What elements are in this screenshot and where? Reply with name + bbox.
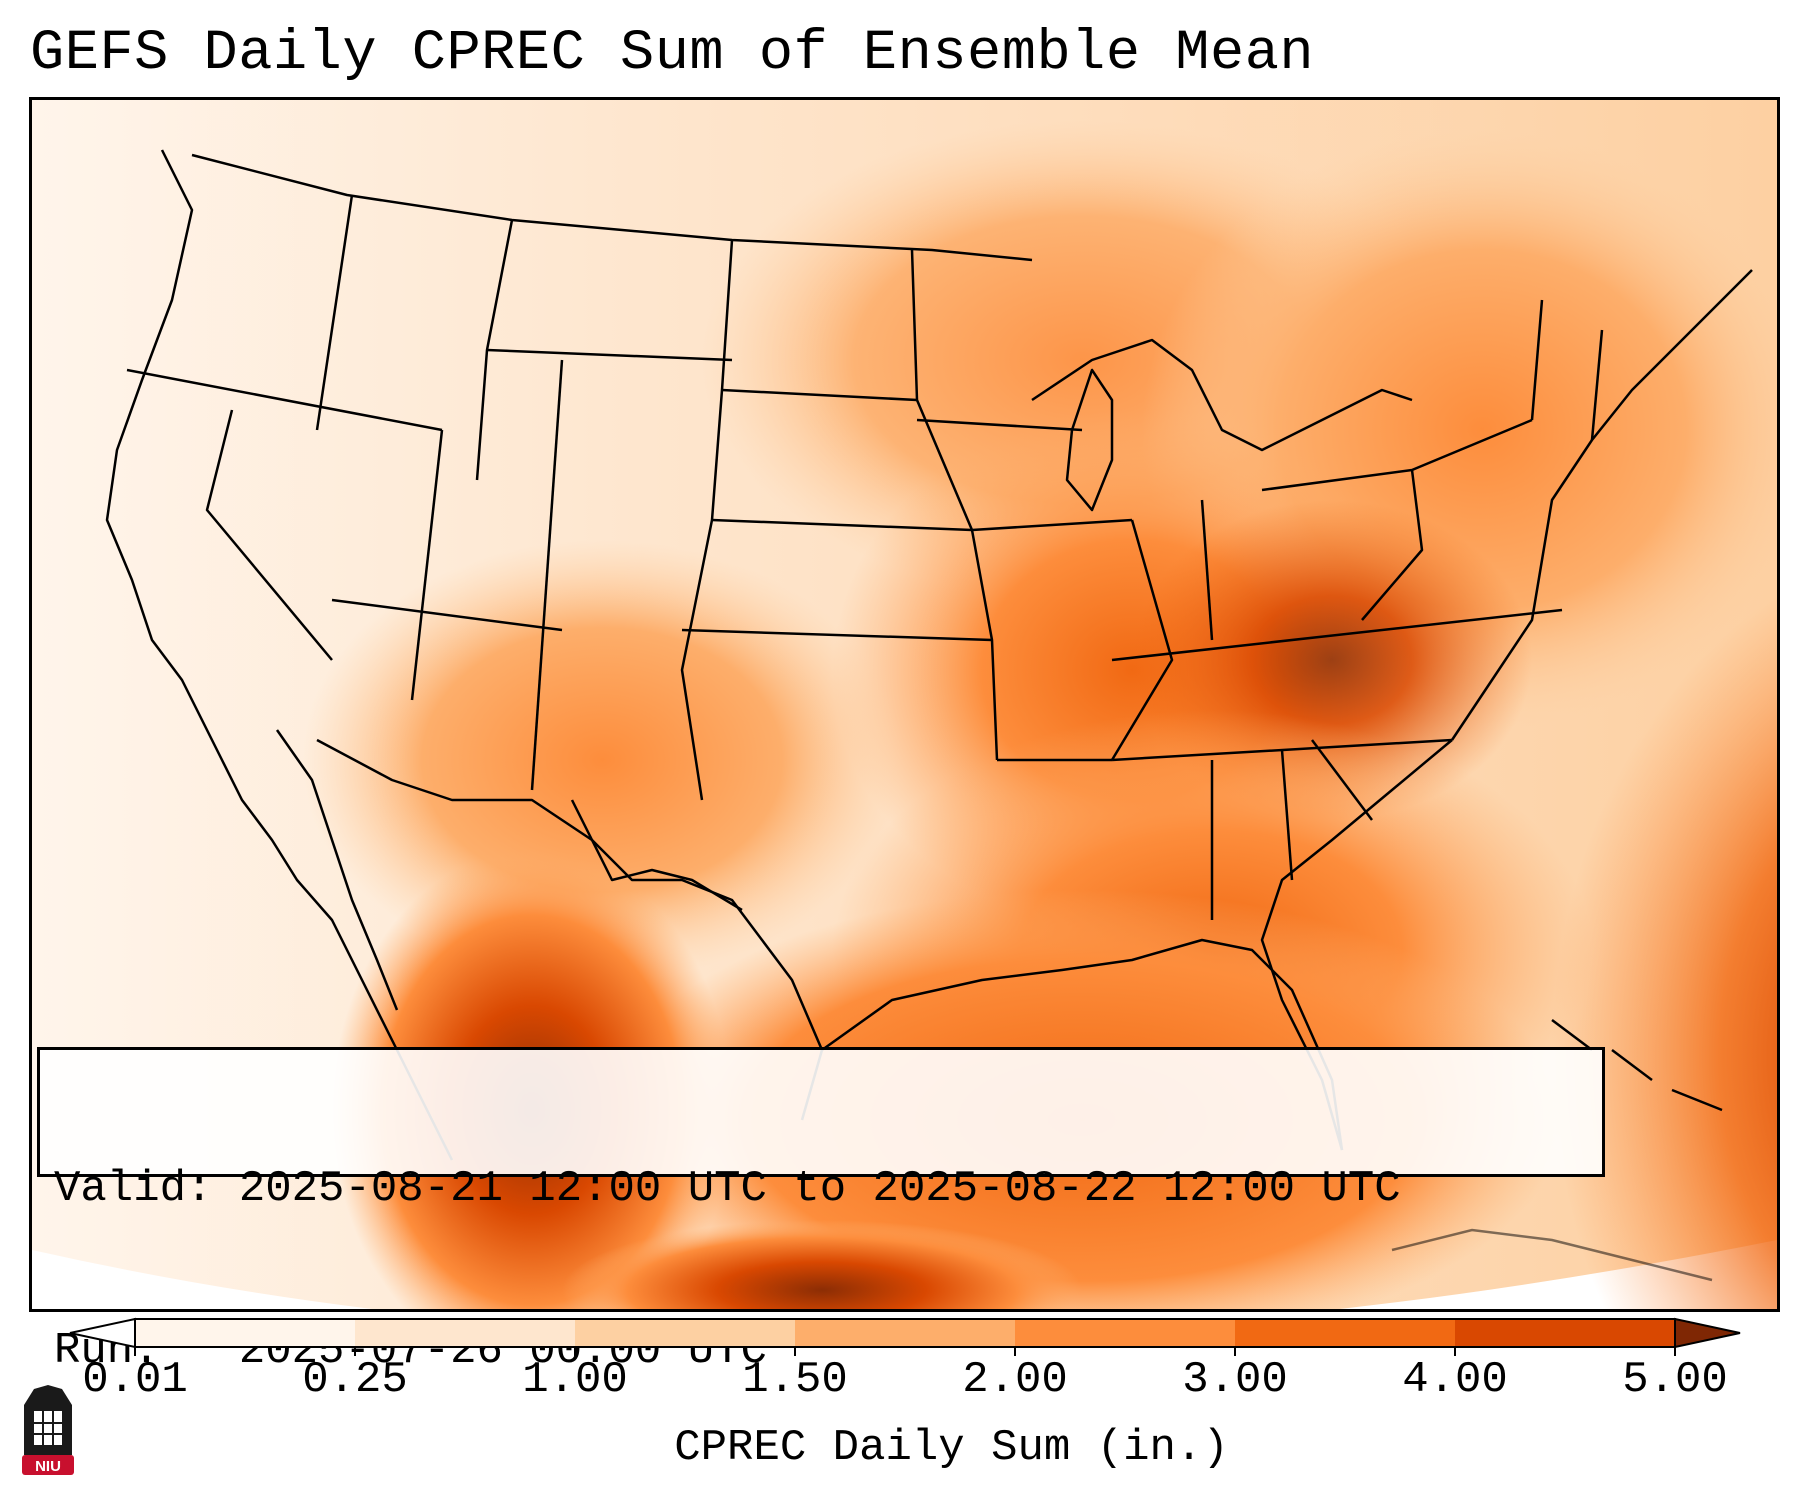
cuba-outline: [1391, 1228, 1713, 1282]
colorbar-segment: [575, 1319, 796, 1347]
field-south-max: [562, 1220, 1082, 1309]
colorbar-tick-label: 1.00: [522, 1355, 628, 1405]
colorbar-under-triangle: [69, 1317, 136, 1349]
west-coast-outline: [105, 149, 454, 1161]
state-line-6: [530, 359, 564, 791]
state-line-26: [1530, 299, 1544, 421]
colorbar-segment: [795, 1319, 1016, 1347]
state-line-4: [410, 429, 444, 701]
state-line-15: [971, 518, 1133, 532]
logo-banner: [22, 1455, 74, 1475]
colorbar-tick-label: 1.50: [742, 1355, 848, 1405]
map-panel: [29, 97, 1780, 1312]
state-line-23: [1311, 739, 1373, 821]
state-line-7: [486, 348, 733, 362]
valid-line: Valid: 2025-08-21 12:00 UTC to 2025-08-2…: [54, 1162, 1588, 1216]
valid-label: Valid:: [54, 1164, 213, 1214]
colorbar-tick-label: 0.01: [82, 1355, 188, 1405]
baja-outline: [275, 729, 399, 1011]
map-boundaries: [105, 149, 1753, 1161]
field-southwest: [302, 540, 902, 980]
state-line-12: [681, 628, 993, 642]
colorbar-segment: [1235, 1319, 1456, 1347]
state-line-14: [916, 418, 1083, 432]
gulf-coast-outline: [800, 938, 1344, 1151]
colorbar-segment: [135, 1319, 356, 1347]
mexico-border: [316, 738, 824, 1051]
bahamas: [1551, 1019, 1723, 1112]
logo-window: [34, 1411, 62, 1445]
colorbar-segment: [1015, 1319, 1236, 1347]
precipitation-map: [32, 100, 1777, 1309]
state-line-22: [1280, 749, 1294, 881]
colorbar-segment: [1455, 1319, 1676, 1347]
state-line-9: [475, 219, 514, 481]
state-line-25: [1361, 469, 1424, 621]
state-line-2: [126, 368, 443, 432]
colorbar-segment: [355, 1319, 576, 1347]
state-line-10: [721, 388, 918, 402]
colorbar-over-triangle: [1674, 1317, 1741, 1349]
niu-logo: NIU: [22, 1385, 74, 1475]
valid-run-infobox: Valid: 2025-08-21 12:00 UTC to 2025-08-2…: [37, 1047, 1605, 1376]
chart-title: GEFS Daily CPREC Sum of Ensemble Mean: [30, 22, 1315, 86]
rio-grande: [570, 799, 743, 912]
state-line-11: [711, 518, 973, 532]
valid-value: 2025-08-21 12:00 UTC to 2025-08-22 12:00…: [238, 1164, 1401, 1214]
colorbar-tick-label: 4.00: [1402, 1355, 1508, 1405]
colorbar-label: CPREC Daily Sum (in.): [674, 1423, 1229, 1473]
great-lakes-outline: [1031, 338, 1413, 452]
colorbar-tick-label: 5.00: [1622, 1355, 1728, 1405]
colorbar: [69, 1317, 1741, 1356]
colorbar-tick-label: 2.00: [962, 1355, 1068, 1405]
state-line-20: [1200, 499, 1214, 641]
colorbar-tick-label: 0.25: [302, 1355, 408, 1405]
state-line-3: [205, 409, 333, 661]
colorbar-outline: [134, 1318, 1676, 1348]
colorbar-tick-label: 3.00: [1182, 1355, 1288, 1405]
logo-text: NIU: [35, 1458, 61, 1475]
logo-window-grid: [34, 1411, 62, 1445]
colorbar-ticks: 0.01 0.25 1.00 1.50 2.00 3.00 4.00 5.00: [0, 1355, 1803, 1415]
east-coast-outline: [1450, 269, 1753, 741]
state-line-27: [1590, 329, 1604, 441]
state-line-5: [331, 598, 563, 632]
islands: [1391, 1019, 1723, 1282]
state-line-19: [1110, 519, 1174, 761]
canada-border: [191, 153, 1033, 262]
state-line-17: [1111, 608, 1563, 662]
state-line-1: [315, 194, 354, 431]
